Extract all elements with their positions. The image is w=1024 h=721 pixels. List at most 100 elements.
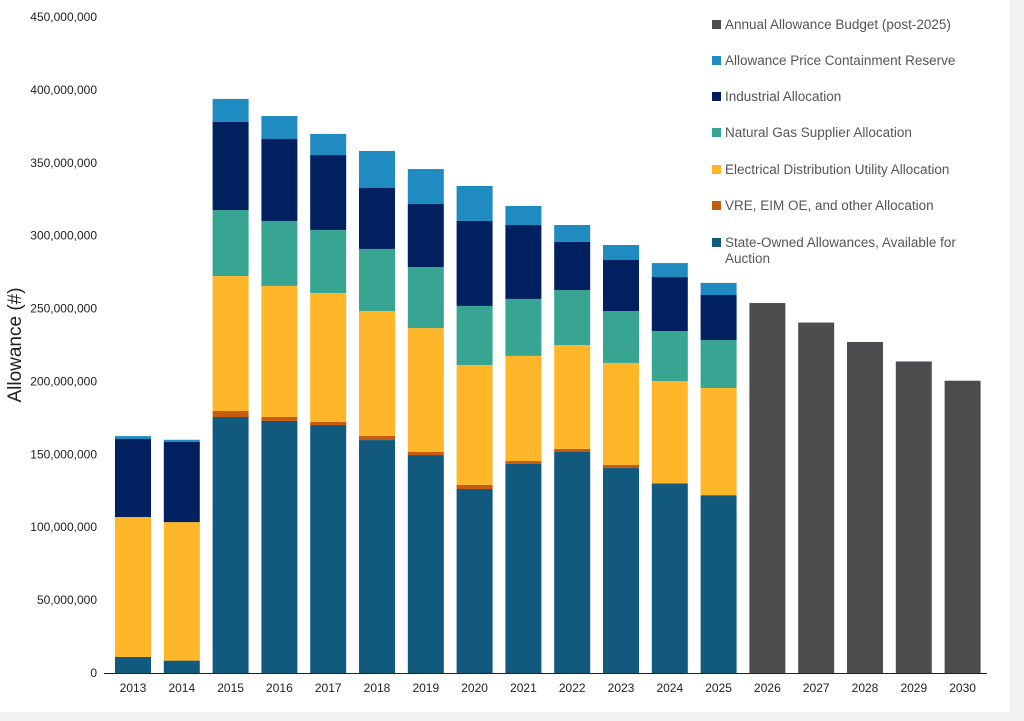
y-tick-label: 150,000,000 bbox=[30, 447, 97, 461]
legend-swatch bbox=[712, 20, 721, 29]
bar-segment-2023-s3 bbox=[603, 311, 639, 363]
bar-segment-2024-s5 bbox=[651, 263, 688, 278]
bar-segment-2025-s5 bbox=[700, 282, 737, 295]
y-tick-label: 400,000,000 bbox=[30, 83, 97, 97]
x-tick-label: 2021 bbox=[510, 681, 537, 695]
legend-label: Allowance Price Containment Reserve bbox=[725, 53, 955, 68]
bar-segment-2018-s1 bbox=[359, 435, 395, 441]
bar-segment-2023-s4 bbox=[603, 260, 639, 312]
bar-segment-2016-s5 bbox=[261, 115, 298, 140]
bar-segment-2022-s1 bbox=[554, 448, 591, 453]
bar-segment-2015-s1 bbox=[212, 411, 249, 418]
stacked-bar-chart: 0 50,000,000 100,000,000 150,000,000 200,000… bbox=[5, 10, 987, 695]
bar-segment-2015-s3 bbox=[212, 210, 249, 277]
bar-segment-2024-s1 bbox=[651, 483, 688, 484]
bar-segment-2028-s6 bbox=[847, 341, 883, 673]
legend-swatch bbox=[712, 165, 721, 174]
legend-item: Natural Gas Supplier Allocation bbox=[712, 125, 912, 140]
legend-label: Electrical Distribution Utility Allocati… bbox=[725, 162, 949, 177]
legend-label: Natural Gas Supplier Allocation bbox=[725, 125, 912, 140]
bar-segment-2023-s0 bbox=[603, 468, 639, 673]
bar-segment-2024-s2 bbox=[651, 381, 688, 484]
x-tick-label: 2023 bbox=[608, 681, 635, 695]
bar-segment-2030-s6 bbox=[944, 380, 981, 673]
x-tick-label: 2019 bbox=[412, 681, 439, 695]
bar-segment-2015-s2 bbox=[212, 276, 249, 412]
legend-swatch bbox=[712, 92, 721, 101]
x-tick-label: 2026 bbox=[754, 681, 781, 695]
bar-segment-2022-s5 bbox=[554, 225, 591, 242]
x-tick-label: 2030 bbox=[949, 681, 976, 695]
bar-segment-2016-s0 bbox=[261, 420, 298, 673]
x-tick-label: 2018 bbox=[364, 681, 391, 695]
legend-label: Annual Allowance Budget (post-2025) bbox=[725, 17, 951, 32]
bar-segment-2026-s6 bbox=[749, 303, 786, 673]
x-tick-label: 2027 bbox=[803, 681, 830, 695]
legend-item: Industrial Allocation bbox=[712, 89, 841, 104]
bar-segment-2024-s0 bbox=[651, 483, 688, 673]
bar-segment-2018-s4 bbox=[359, 187, 395, 249]
bar-segment-2020-s4 bbox=[456, 220, 493, 306]
bar-segment-2020-s1 bbox=[456, 484, 493, 490]
legend-label: Industrial Allocation bbox=[725, 89, 841, 104]
x-tick-label: 2025 bbox=[705, 681, 732, 695]
bar-segment-2025-s2 bbox=[700, 388, 737, 496]
x-tick-label: 2014 bbox=[168, 681, 195, 695]
bar-segment-2017-s2 bbox=[310, 292, 347, 422]
bar-segment-2024-s4 bbox=[651, 277, 688, 332]
legend-label-cont: Auction bbox=[725, 251, 770, 266]
bar-segment-2015-s0 bbox=[212, 417, 249, 673]
bar-segment-2029-s6 bbox=[895, 361, 932, 673]
bar-segment-2020-s0 bbox=[456, 489, 493, 673]
legend-label: State-Owned Allowances, Available for bbox=[725, 235, 956, 250]
bar-segment-2022-s0 bbox=[554, 452, 591, 673]
bar-segment-2017-s4 bbox=[310, 155, 347, 230]
bar-segment-2021-s1 bbox=[505, 461, 542, 464]
legend-item: State-Owned Allowances, Available forAuc… bbox=[712, 235, 956, 266]
bar-segment-2019-s5 bbox=[407, 169, 444, 205]
bar-segment-2014-s2 bbox=[163, 522, 200, 661]
bar-segment-2017-s3 bbox=[310, 229, 347, 293]
bar-segment-2025-s1 bbox=[700, 495, 737, 497]
bar-segment-2013-s2 bbox=[115, 517, 151, 657]
legend-swatch bbox=[712, 201, 721, 210]
x-tick-label: 2020 bbox=[461, 681, 488, 695]
bar-segment-2022-s4 bbox=[554, 241, 591, 291]
bar-segment-2018-s3 bbox=[359, 248, 395, 312]
x-tick-label: 2015 bbox=[217, 681, 244, 695]
y-tick-label: 200,000,000 bbox=[30, 374, 97, 388]
legend-item: VRE, EIM OE, and other Allocation bbox=[712, 198, 934, 213]
x-tick-label: 2024 bbox=[656, 681, 683, 695]
bar-segment-2013-s5 bbox=[115, 436, 151, 440]
y-tick-label: 350,000,000 bbox=[30, 156, 97, 170]
bar-segment-2021-s2 bbox=[505, 355, 542, 462]
bar-segment-2023-s1 bbox=[603, 464, 639, 469]
bar-segment-2025-s0 bbox=[700, 496, 737, 673]
y-tick-label: 250,000,000 bbox=[30, 302, 97, 316]
bar-segment-2013-s4 bbox=[115, 439, 151, 518]
bar-segment-2020-s2 bbox=[456, 364, 493, 485]
bar-segment-2015-s4 bbox=[212, 121, 249, 211]
chart-frame: 0 50,000,000 100,000,000 150,000,000 200,000… bbox=[0, 0, 1010, 712]
bar-segment-2024-s3 bbox=[651, 331, 688, 382]
bar-segment-2016-s2 bbox=[261, 285, 298, 418]
legend-swatch bbox=[712, 128, 721, 137]
bar-segment-2019-s1 bbox=[407, 452, 444, 456]
x-tick-label: 2029 bbox=[900, 681, 927, 695]
bar-segment-2021-s3 bbox=[505, 298, 542, 356]
y-tick-label: 300,000,000 bbox=[30, 229, 97, 243]
bar-segment-2021-s4 bbox=[505, 225, 542, 299]
bar-segment-2020-s3 bbox=[456, 305, 493, 365]
bar-segment-2017-s1 bbox=[310, 421, 347, 426]
bar-segment-2025-s3 bbox=[700, 340, 737, 389]
bar-segment-2014-s4 bbox=[163, 441, 200, 523]
bar-segment-2016-s1 bbox=[261, 417, 298, 421]
bar-segment-2021-s0 bbox=[505, 463, 542, 673]
bar-segment-2015-s5 bbox=[212, 98, 249, 122]
x-tick-label: 2022 bbox=[559, 681, 586, 695]
legend-swatch bbox=[712, 238, 721, 247]
bar-segment-2021-s5 bbox=[505, 205, 542, 226]
bar-segment-2019-s0 bbox=[407, 455, 444, 673]
bar-segment-2017-s0 bbox=[310, 425, 347, 673]
bar-segment-2013-s0 bbox=[115, 656, 151, 673]
